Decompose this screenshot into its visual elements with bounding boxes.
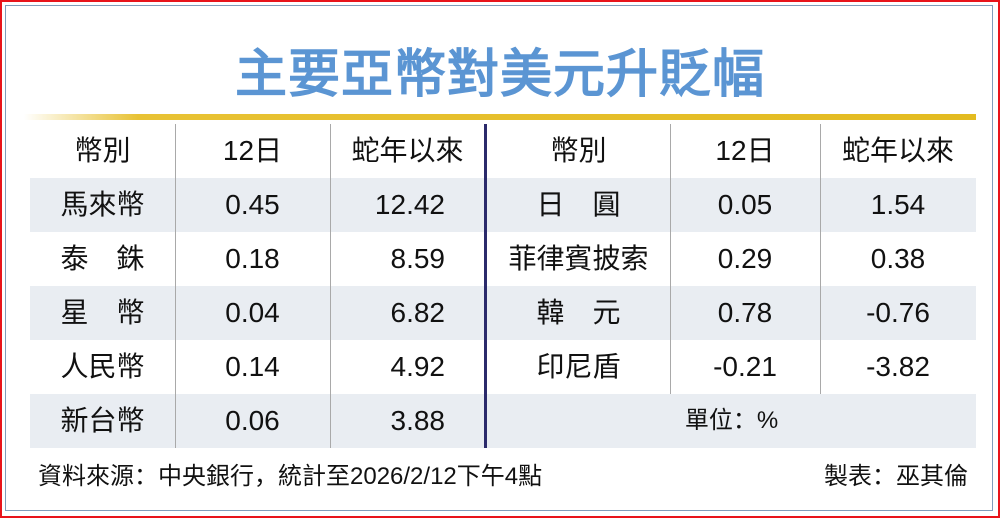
change-year-of-snake: 8.59 [390, 243, 446, 274]
change-12th: 0.78 [717, 297, 773, 328]
table-center-divider [484, 124, 487, 448]
inner-border [5, 5, 993, 511]
table-row: 人民幣 0.14 4.92 印尼盾 -0.21 -3.82 [30, 340, 976, 394]
column-divider [175, 124, 176, 448]
column-header: 蛇年以來 [841, 135, 954, 166]
change-year-of-snake: -3.82 [866, 351, 930, 382]
change-12th: 0.18 [225, 243, 280, 274]
table-row: 馬來幣 0.45 12.42 日 圓 0.05 1.54 [30, 178, 976, 232]
credit-note: 製表：巫其倫 [824, 463, 968, 490]
column-divider [330, 124, 331, 448]
change-year-of-snake: 6.82 [390, 297, 446, 328]
currency-name: 星 幣 [60, 297, 145, 328]
currency-name: 菲律賓披索 [508, 243, 649, 274]
currency-name: 新台幣 [60, 405, 145, 436]
table-row: 星 幣 0.04 6.82 韓 元 0.78 -0.76 [30, 286, 976, 340]
change-year-of-snake: 12.42 [374, 189, 445, 220]
source-note: 資料來源：中央銀行，統計至2026/2/12下午4點 [38, 463, 543, 490]
currency-name: 韓 元 [536, 297, 621, 328]
change-12th: 0.06 [225, 405, 280, 436]
column-header: 12日 [715, 135, 775, 166]
change-year-of-snake: 0.38 [870, 243, 926, 274]
unit-label: 單位：% [487, 394, 976, 448]
change-year-of-snake: 3.88 [390, 405, 446, 436]
change-12th: 0.05 [717, 189, 773, 220]
change-year-of-snake: 4.92 [390, 351, 446, 382]
column-header: 幣別 [74, 135, 131, 166]
change-12th: 0.14 [225, 351, 280, 382]
column-header: 幣別 [550, 135, 607, 166]
chart-title: 主要亞幣對美元升貶幅 [234, 46, 765, 104]
gold-rule [24, 114, 976, 120]
change-12th: -0.21 [713, 351, 777, 382]
currency-name: 人民幣 [60, 351, 145, 382]
change-12th: 0.45 [225, 189, 280, 220]
header-row: 幣別 幣別 12日 12日 蛇年以來 蛇年以來 [30, 124, 976, 178]
column-header: 12日 [222, 135, 283, 166]
currency-name: 印尼盾 [536, 351, 621, 382]
change-12th: 0.04 [225, 297, 280, 328]
change-year-of-snake: -0.76 [866, 297, 930, 328]
column-divider [820, 124, 821, 394]
currency-name: 日 圓 [536, 189, 621, 220]
table-row: 泰 銖 0.18 8.59 菲律賓披索 0.29 0.38 [30, 232, 976, 286]
currency-name: 泰 銖 [60, 243, 145, 274]
change-year-of-snake: 1.54 [870, 189, 926, 220]
currency-name: 馬來幣 [60, 189, 145, 220]
column-divider [670, 124, 671, 394]
change-12th: 0.29 [717, 243, 773, 274]
column-header: 蛇年以來 [351, 135, 464, 166]
